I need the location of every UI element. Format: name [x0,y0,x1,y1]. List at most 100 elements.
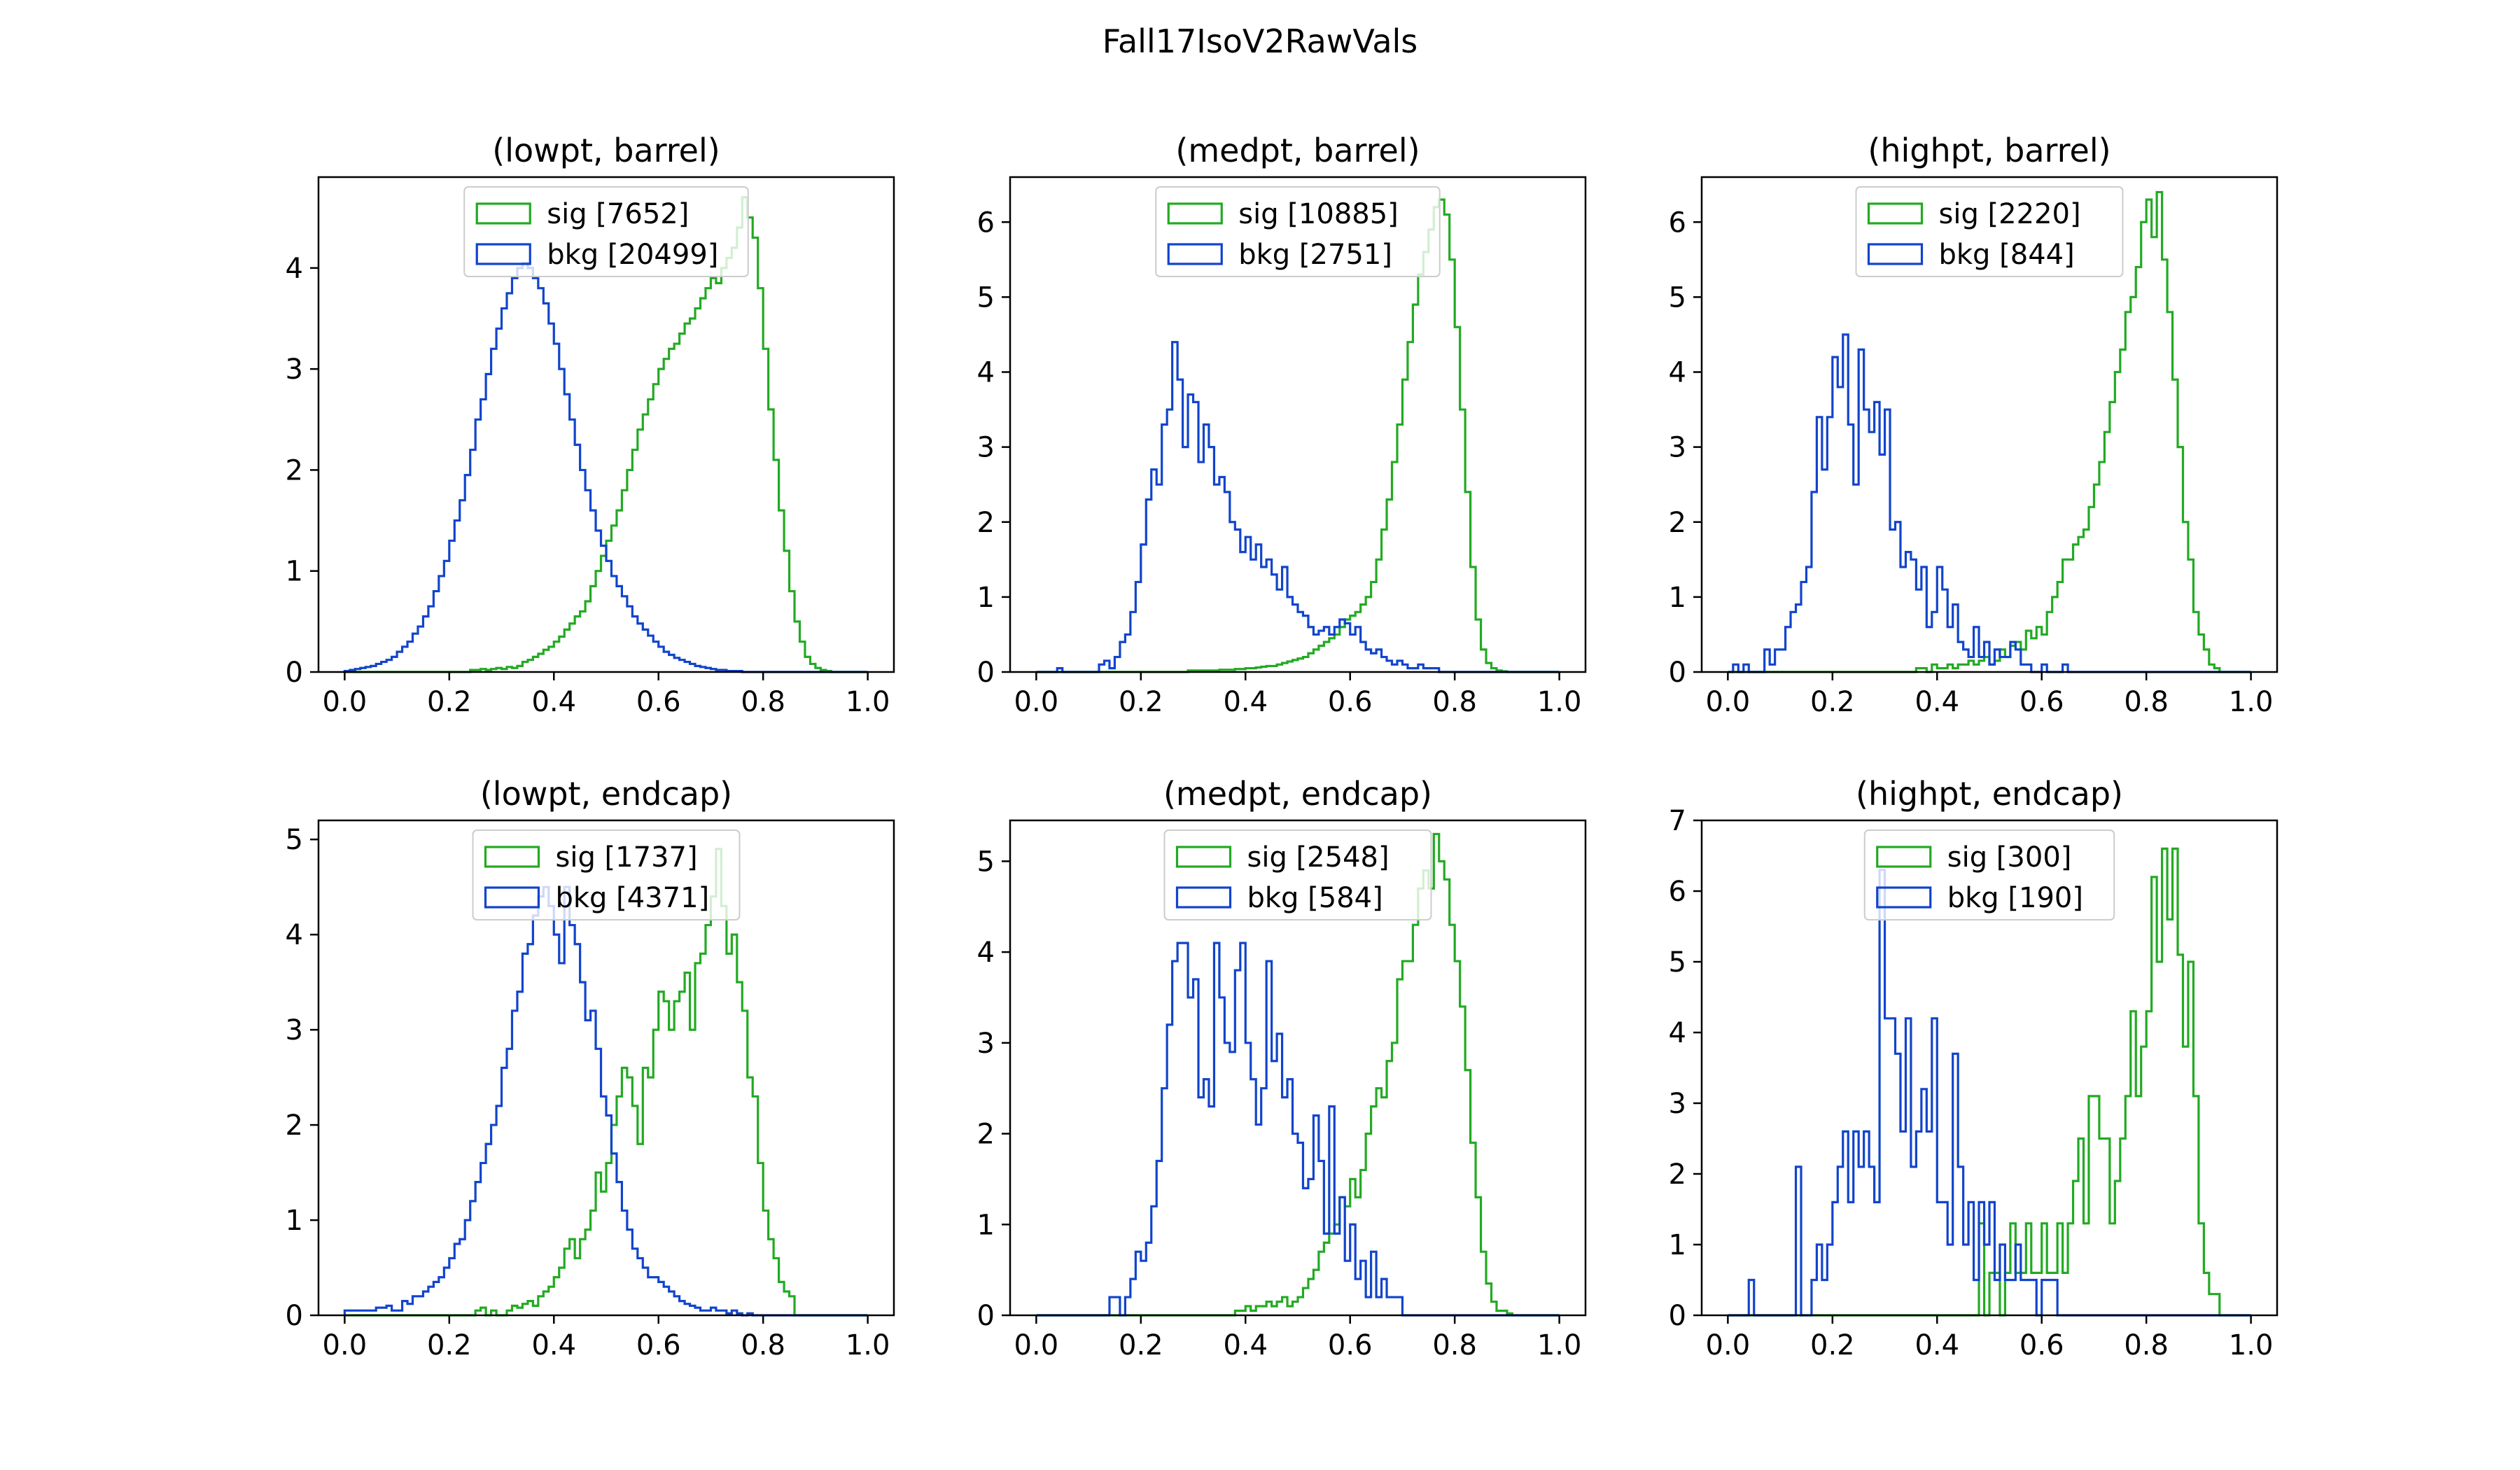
subplot-panel: (lowpt, barrel) 0.0 0.2 0.4 0.6 0.8 1.0 0 1 2 3 4 si… [286,132,895,718]
legend: sig [2548] bkg [584] [1163,830,1432,920]
legend-box [1155,186,1441,277]
legend: sig [1737] bkg [4371] [472,830,741,920]
legend-swatch-bkg [1175,886,1232,909]
subplot-panel: (medpt, barrel) 0.0 0.2 0.4 0.6 0.8 1.0 0 1 2 3 4 5 6… [977,132,1587,718]
subplot-title: (highpt, barrel) [1868,132,2110,169]
x-tick-label: 0.4 [1914,686,1959,718]
y-tick-label: 4 [977,937,995,969]
legend-label-sig: sig [2220] [1939,198,2081,230]
subplot-panel: (highpt, barrel) 0.0 0.2 0.4 0.6 0.8 1.0 0 1 2 3 4 5… [1669,132,2278,718]
figure-suptitle: Fall17IsoV2RawVals [1102,22,1418,60]
subplot-title: (medpt, endcap) [1163,775,1432,813]
y-tick-label: 6 [1669,206,1686,239]
legend-label-sig: sig [1737] [556,841,698,874]
legend-label-sig: sig [2548] [1247,841,1390,874]
y-tick-label: 4 [1669,1017,1686,1049]
x-tick-label: 0.8 [741,1329,785,1362]
y-tick-label: 2 [977,507,995,539]
y-tick-label: 3 [977,1028,995,1060]
x-tick-label: 1.0 [1537,686,1582,718]
legend-label-sig: sig [10885] [1238,198,1399,230]
x-tick-label: 0.8 [1432,1329,1477,1362]
x-tick-label: 0.4 [531,686,576,718]
legend: sig [2220] bkg [844] [1855,186,2124,277]
x-tick-label: 0.6 [2019,1329,2064,1362]
legend-label-bkg: bkg [2751] [1238,239,1392,271]
y-tick-label: 2 [286,1110,303,1142]
y-tick-label: 0 [1669,657,1686,689]
legend: sig [7652] bkg [20499] [463,186,749,277]
legend-swatch-bkg [1876,886,1932,909]
x-tick-label: 1.0 [1537,1329,1582,1362]
bkg-histogram-line [343,262,868,673]
legend-swatch-bkg [1867,243,1924,265]
bkg-histogram-line [1728,869,2251,1317]
x-tick-label: 0.0 [1706,686,1751,718]
legend: sig [300] bkg [190] [1863,830,2115,920]
bkg-histogram-line [343,886,868,1317]
sig-histogram-line [344,848,868,1317]
x-tick-label: 1.0 [2229,686,2274,718]
x-tick-label: 1.0 [2229,1329,2274,1362]
x-tick-label: 0.2 [427,686,472,718]
legend-swatch-sig [1867,202,1924,225]
x-tick-label: 0.6 [1328,1329,1373,1362]
x-tick-label: 0.8 [2124,1329,2169,1362]
y-tick-label: 0 [977,657,995,689]
y-tick-label: 2 [286,454,303,486]
y-tick-label: 4 [977,357,995,389]
x-tick-label: 0.2 [1119,1329,1163,1362]
legend-swatch-sig [1876,846,1932,868]
subplot-grid: (lowpt, barrel) 0.0 0.2 0.4 0.6 0.8 1.0 0 1 2 3 4 si… [286,132,2278,1362]
plot-frame [317,819,895,1317]
y-tick-label: 0 [1669,1300,1686,1332]
y-tick-label: 1 [286,556,303,588]
y-tick-label: 4 [286,253,303,285]
x-tick-label: 0.4 [1914,1329,1959,1362]
subplot-panel: (lowpt, endcap) 0.0 0.2 0.4 0.6 0.8 1.0 0 1 2 3 4 5 s… [286,775,895,1362]
y-tick-label: 1 [977,582,995,614]
plot-frame [1700,176,2278,673]
legend-swatch-bkg [484,886,540,909]
x-tick-label: 0.4 [1223,686,1268,718]
x-tick-label: 1.0 [846,1329,890,1362]
y-tick-label: 3 [286,354,303,386]
y-tick-label: 0 [286,1300,303,1332]
plot-frame [1700,819,2278,1317]
legend-swatch-bkg [1167,243,1223,265]
y-tick-label: 6 [1669,876,1686,908]
subplot-title: (medpt, barrel) [1175,132,1420,169]
legend-swatch-bkg [475,243,531,265]
plot-frame [317,176,895,673]
legend-swatch-sig [1175,846,1232,868]
x-tick-label: 0.8 [2124,686,2169,718]
subplot-title: (lowpt, barrel) [492,132,720,169]
y-tick-label: 4 [1669,357,1686,389]
x-tick-label: 0.2 [427,1329,472,1362]
plot-frame [1009,819,1587,1317]
y-tick-label: 6 [977,206,995,239]
x-tick-label: 0.6 [636,686,681,718]
x-tick-label: 0.2 [1810,686,1855,718]
legend-label-bkg: bkg [584] [1247,882,1383,914]
y-tick-label: 2 [977,1119,995,1151]
y-tick-label: 3 [1669,432,1686,464]
y-tick-label: 1 [286,1205,303,1237]
y-tick-label: 3 [286,1014,303,1046]
x-tick-label: 0.8 [741,686,785,718]
subplot-panel: (medpt, endcap) 0.0 0.2 0.4 0.6 0.8 1.0 0 1 2 3 4 5 s… [977,775,1587,1362]
legend-box [463,186,749,277]
y-tick-label: 5 [1669,946,1686,979]
x-tick-label: 0.8 [1432,686,1477,718]
plot-frame [1009,176,1587,673]
y-tick-label: 1 [977,1209,995,1241]
y-tick-label: 1 [1669,1229,1686,1261]
x-tick-label: 0.2 [1119,686,1163,718]
x-tick-label: 0.4 [531,1329,576,1362]
y-tick-label: 7 [1669,805,1686,837]
subplot-title: (lowpt, endcap) [480,775,732,813]
y-tick-label: 0 [286,657,303,689]
legend-box [1863,830,2115,920]
legend-swatch-sig [484,846,540,868]
y-tick-label: 5 [977,846,995,878]
